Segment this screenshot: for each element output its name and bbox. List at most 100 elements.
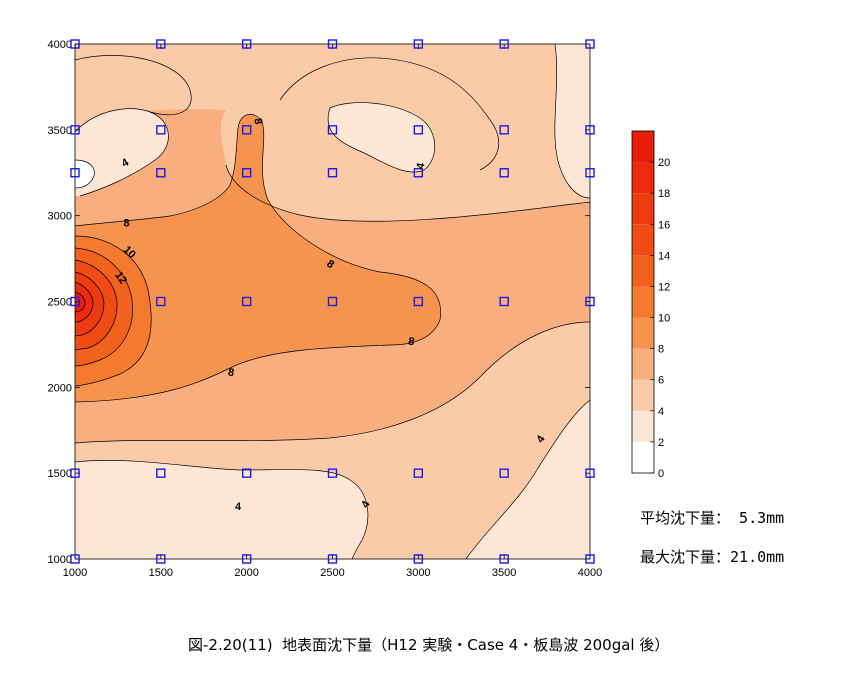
x-tick-label: 4000 bbox=[578, 567, 602, 579]
measurement-point bbox=[241, 39, 252, 49]
contour-line bbox=[327, 102, 436, 173]
measurement-point bbox=[413, 468, 424, 478]
measurement-point bbox=[585, 468, 595, 478]
colorbar-label: 0 bbox=[658, 468, 664, 480]
contour-label: 8 bbox=[324, 258, 336, 271]
contour-line bbox=[75, 235, 152, 387]
measurement-point bbox=[413, 296, 424, 307]
colorbar-swatch bbox=[632, 255, 654, 287]
contour-line bbox=[279, 57, 499, 171]
measurement-point bbox=[585, 168, 595, 178]
contour-label: 12 bbox=[112, 270, 129, 287]
contour-line bbox=[75, 108, 169, 197]
colorbar-frame bbox=[631, 130, 655, 474]
measurement-point bbox=[70, 125, 80, 135]
contour-label: 4 bbox=[235, 501, 242, 513]
contour-line bbox=[75, 460, 369, 559]
contour-line bbox=[75, 291, 86, 313]
measurement-point bbox=[327, 39, 338, 49]
contour-label: 8 bbox=[227, 366, 235, 379]
measurement-point bbox=[585, 554, 595, 564]
contour-label: 8 bbox=[407, 336, 415, 349]
colorbar-label: 4 bbox=[658, 406, 664, 418]
colorbar-label: 16 bbox=[658, 219, 670, 231]
measurement-point bbox=[156, 468, 166, 478]
colorbar-label: 6 bbox=[658, 375, 664, 387]
figure-caption: 図-2.20(11) 地表面沈下量（H12 実験・Case 4・板島波 200g… bbox=[188, 636, 670, 654]
measurement-point bbox=[499, 125, 509, 135]
y-tick-label: 1000 bbox=[48, 554, 72, 566]
contour-line bbox=[75, 247, 133, 367]
average-settlement: 平均沈下量： 5.3mm bbox=[640, 507, 784, 528]
colorbar-swatch bbox=[632, 286, 654, 318]
colorbar-label: 8 bbox=[658, 344, 664, 356]
average-settlement-value: 5.3mm bbox=[730, 509, 785, 527]
band-2-4-topright bbox=[554, 44, 590, 198]
contour-line bbox=[75, 321, 590, 444]
band-2-4-bottomright bbox=[466, 400, 590, 559]
contour-label: 8 bbox=[251, 117, 264, 125]
measurement-point bbox=[499, 39, 509, 49]
colorbar-swatch bbox=[632, 162, 654, 194]
measurement-point bbox=[585, 39, 595, 49]
measurement-point bbox=[70, 39, 80, 49]
measurement-point bbox=[327, 468, 338, 478]
colorbar-swatch bbox=[632, 379, 654, 411]
y-tick-label: 3000 bbox=[48, 211, 72, 223]
max-settlement: 最大沈下量：21.0mm bbox=[640, 546, 784, 567]
colorbar-label: 20 bbox=[658, 157, 670, 169]
band-2-4-center bbox=[328, 102, 435, 173]
contour-line bbox=[75, 271, 105, 337]
y-tick-label: 3500 bbox=[48, 125, 72, 137]
measurement-point bbox=[70, 168, 80, 178]
colorbar-swatch bbox=[632, 348, 654, 380]
average-settlement-label: 平均沈下量： bbox=[640, 509, 731, 527]
contour-lines bbox=[75, 44, 590, 559]
measurement-point bbox=[156, 125, 166, 135]
measurement-point bbox=[585, 296, 595, 307]
measurement-point bbox=[327, 554, 338, 564]
contour-line bbox=[75, 259, 118, 351]
colorbar-label: 2 bbox=[658, 437, 664, 449]
measurement-point bbox=[156, 296, 166, 307]
measurement-point bbox=[499, 168, 509, 178]
x-tick-label: 2000 bbox=[234, 567, 258, 579]
measurement-point bbox=[413, 554, 424, 564]
measurement-point bbox=[327, 296, 338, 307]
measurement-point bbox=[241, 468, 252, 478]
band-2-4-bottomleft bbox=[75, 460, 368, 559]
contour-line bbox=[75, 114, 441, 403]
colorbar-swatch bbox=[632, 131, 654, 163]
contour-fills bbox=[75, 44, 590, 559]
colorbar-label: 18 bbox=[658, 188, 670, 200]
band-8-10 bbox=[75, 114, 441, 403]
colorbar-label: 12 bbox=[658, 281, 670, 293]
measurement-point bbox=[156, 554, 166, 564]
contour-line bbox=[465, 399, 590, 559]
colorbar-label: 14 bbox=[658, 250, 670, 262]
colorbar-label: 10 bbox=[658, 313, 670, 325]
measurement-point bbox=[585, 125, 595, 135]
measurement-point bbox=[70, 468, 80, 478]
x-tick-label: 2500 bbox=[320, 567, 344, 579]
axis-tick-labels: 1000 1500 2000 2500 3000 3500 4000 1000 1500 2000… bbox=[48, 39, 603, 579]
y-tick-label: 2500 bbox=[48, 297, 72, 309]
max-settlement-label: 最大沈下量： bbox=[640, 548, 731, 566]
y-tick-label: 4000 bbox=[48, 39, 72, 51]
contour-label: 4 bbox=[415, 161, 428, 170]
measurement-point bbox=[70, 554, 80, 564]
colorbar: 0 2 4 6 8 10 12 14 16 18 20 bbox=[631, 130, 670, 480]
measurement-points bbox=[70, 39, 595, 564]
colorbar-swatch bbox=[632, 224, 654, 256]
colorbar-swatch bbox=[632, 410, 654, 442]
measurement-point bbox=[327, 168, 338, 178]
measurement-point bbox=[499, 468, 509, 478]
measurement-point bbox=[241, 125, 252, 135]
y-tick-label: 1500 bbox=[48, 468, 72, 480]
x-tick-label: 3000 bbox=[406, 567, 430, 579]
x-tick-label: 1000 bbox=[63, 567, 87, 579]
measurement-point bbox=[413, 168, 424, 178]
contour-line bbox=[75, 281, 94, 323]
band-2-4-left bbox=[75, 108, 169, 196]
